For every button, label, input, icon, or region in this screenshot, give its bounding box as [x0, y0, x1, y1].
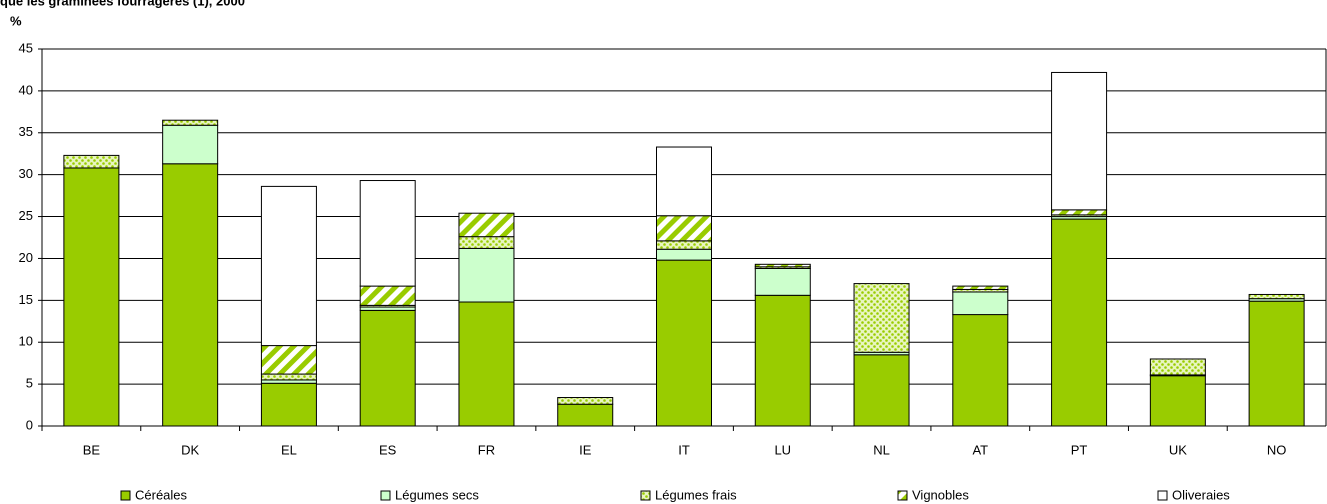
legend-marker — [120, 490, 131, 501]
bar-segment — [656, 259, 712, 427]
y-tick-label: 25 — [19, 208, 33, 223]
y-tick-label: 20 — [19, 250, 33, 265]
x-tick-label: IE — [579, 442, 592, 457]
legend-marker — [897, 490, 908, 501]
legend-label: Céréales — [135, 487, 188, 502]
x-tick-label: NO — [1267, 442, 1287, 457]
y-tick-label: 5 — [26, 376, 33, 391]
x-tick-label: UK — [1169, 442, 1187, 457]
bar-segment — [458, 212, 515, 238]
bar-segment — [754, 294, 811, 427]
bar-segment — [853, 283, 910, 353]
x-tick-label: LU — [774, 442, 791, 457]
bar-segment — [359, 285, 416, 306]
bar-segment — [162, 119, 219, 126]
x-tick-label: AT — [972, 442, 988, 457]
x-tick-label: EL — [281, 442, 297, 457]
legend-marker — [1157, 490, 1168, 501]
y-tick-label: 30 — [19, 166, 33, 181]
bar-segment — [656, 248, 712, 261]
bar-segment — [952, 285, 1009, 290]
x-tick-label: PT — [1071, 442, 1088, 457]
legend-marker — [640, 490, 651, 501]
bar-segment — [260, 345, 317, 375]
x-tick-label: FR — [478, 442, 495, 457]
y-tick-label: 45 — [19, 40, 33, 55]
bar-segment — [359, 309, 416, 427]
legend-label: Légumes frais — [655, 487, 737, 502]
bar-segment — [557, 403, 614, 427]
bar-segment — [1248, 293, 1305, 300]
bar-segment — [458, 247, 515, 303]
bar-segment — [260, 379, 317, 384]
bar-segment — [853, 354, 910, 427]
legend-label: Légumes secs — [395, 487, 479, 502]
legend-label: Oliveraies — [1172, 487, 1230, 502]
bar-segment — [458, 301, 515, 427]
bar-segment — [754, 267, 811, 296]
y-tick-label: 10 — [19, 334, 33, 349]
bar-segment — [754, 263, 811, 268]
bar-segment — [359, 180, 416, 287]
bar-segment — [260, 185, 317, 347]
y-tick-label: 0 — [26, 417, 33, 432]
legend-marker — [380, 490, 391, 501]
bar-segment — [359, 306, 416, 311]
bar-segment — [260, 382, 317, 427]
x-tick-label: NL — [873, 442, 890, 457]
y-axis-label: % — [10, 13, 22, 28]
bar-segment — [260, 373, 317, 381]
bar-segment — [1051, 209, 1108, 216]
bar-segment — [1248, 300, 1305, 427]
bar-segment — [952, 291, 1009, 316]
bar-segment — [656, 146, 712, 217]
y-tick-label: 35 — [19, 124, 33, 139]
y-tick-label: 40 — [19, 82, 33, 97]
bar-segment — [1051, 71, 1108, 211]
bar-segment — [952, 314, 1009, 427]
x-tick-label: IT — [678, 442, 690, 457]
bar-segment — [557, 397, 614, 405]
chart-title: que les graminées fourragères (1), 2000 — [0, 0, 245, 8]
bar-segment — [162, 163, 219, 427]
bar-segment — [458, 236, 515, 249]
bar-segment — [63, 154, 120, 169]
x-tick-label: DK — [181, 442, 199, 457]
x-tick-label: ES — [379, 442, 397, 457]
legend-label: Vignobles — [912, 487, 969, 502]
y-tick-label: 15 — [19, 292, 33, 307]
bar-segment — [162, 124, 219, 165]
bar-segment — [1149, 358, 1206, 376]
bar-segment — [656, 215, 712, 242]
bar-segment — [1149, 375, 1206, 427]
x-tick-label: BE — [83, 442, 101, 457]
bar-segment — [1051, 218, 1108, 427]
bar-segment — [63, 167, 120, 427]
bar-segment — [656, 240, 712, 250]
